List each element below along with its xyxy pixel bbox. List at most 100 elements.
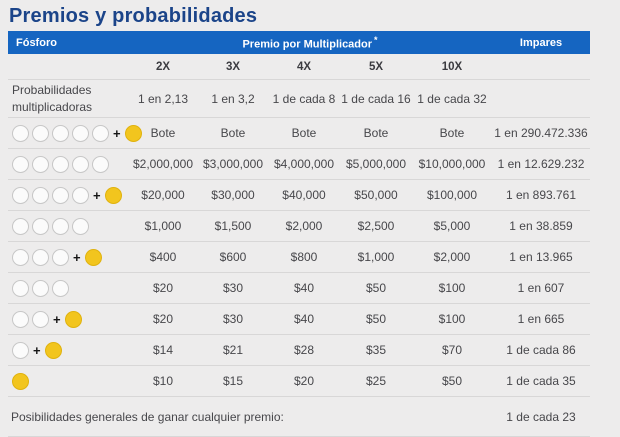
prize-value: $1,000: [144, 219, 182, 233]
prize-value: $40: [293, 312, 315, 326]
white-ball-icon: [52, 124, 69, 142]
prize-value: $100: [438, 281, 466, 295]
match-combination: +: [8, 341, 128, 359]
prize-value: $20: [293, 374, 315, 388]
prize-value: $5,000: [433, 219, 471, 233]
prize-value: $70: [441, 343, 463, 357]
prize-value: Bote: [439, 126, 465, 140]
white-ball-icon: [52, 155, 69, 173]
odds-value: 1 en 290.472.336: [494, 126, 588, 140]
prize-value: $3,000,000: [202, 157, 264, 171]
column-header-premio-label: Premio por Multiplicador: [242, 38, 373, 51]
white-ball-icon: [52, 186, 69, 204]
multiplier-probability-value: 1 de cada 32: [417, 91, 487, 106]
prize-value: $15: [222, 374, 244, 388]
match-combination: [8, 155, 128, 173]
table-row: + $14 $21 $28 $35 $70 1 de cada 86: [8, 334, 590, 365]
odds-value: 1 en 607: [517, 281, 565, 295]
prize-value: $5,000,000: [345, 157, 407, 171]
overall-odds-row: Posibilidades generales de ganar cualqui…: [8, 396, 590, 437]
prize-value: $35: [365, 343, 387, 357]
match-combination: [8, 279, 128, 297]
match-combination: [8, 372, 128, 390]
prize-value: $10,000,000: [418, 157, 486, 171]
white-ball-icon: [72, 155, 89, 173]
overall-odds-value: 1 de cada 23: [506, 409, 576, 424]
plus-icon: +: [53, 311, 61, 327]
yellow-ball-icon: [124, 124, 142, 142]
multiplier-column-label: 3X: [225, 60, 241, 73]
prize-value: Bote: [220, 126, 246, 140]
multiplier-column-label: 5X: [368, 60, 384, 73]
multiplier-header-row: 2X 3X 4X 5X 10X: [8, 54, 590, 79]
yellow-ball-icon: [12, 372, 29, 390]
prize-value: $2,000: [285, 219, 323, 233]
prize-value: $1,500: [214, 219, 252, 233]
multiplier-probability-value: 1 en 2,13: [137, 91, 189, 106]
prize-value: $21: [222, 343, 244, 357]
prize-rows-container: + Bote Bote Bote Bote Bote 1 en 290.472.336 $2,…: [0, 117, 620, 396]
table-row: + $400 $600 $800 $1,000 $2,000 1 en 13.965: [8, 241, 590, 272]
white-ball-icon: [12, 310, 29, 328]
prize-value: $20: [152, 281, 174, 295]
prize-value: $2,000,000: [132, 157, 194, 171]
multiplier-probability-value: 1 de cada 8: [272, 91, 336, 106]
prize-value: $400: [149, 250, 177, 264]
table-row: + Bote Bote Bote Bote Bote 1 en 290.472.336: [8, 117, 590, 148]
white-ball-icon: [52, 248, 69, 266]
white-ball-icon: [32, 124, 49, 142]
plus-icon: +: [33, 342, 41, 358]
odds-value: 1 en 665: [517, 312, 565, 326]
white-ball-icon: [72, 124, 89, 142]
odds-value: 1 en 893.761: [505, 188, 577, 202]
prize-value: $50,000: [354, 188, 398, 202]
multiplier-probabilities-row: Probabilidades multiplicadoras 1 en 2,13 1…: [8, 79, 590, 117]
white-ball-icon: [72, 186, 89, 204]
plus-icon: +: [93, 187, 101, 203]
white-ball-icon: [12, 124, 29, 142]
white-ball-icon: [32, 186, 49, 204]
plus-icon: +: [73, 249, 81, 265]
white-ball-icon: [12, 155, 29, 173]
odds-value: 1 en 12.629.232: [497, 157, 585, 171]
white-ball-icon: [72, 217, 89, 235]
prize-value: $30,000: [211, 188, 255, 202]
table-row: $2,000,000 $3,000,000 $4,000,000 $5,000,000…: [8, 148, 590, 179]
overall-odds-label: Posibilidades generales de ganar cualqui…: [11, 409, 284, 424]
prize-value: Bote: [291, 126, 317, 140]
yellow-ball-icon: [104, 186, 122, 204]
table-row: + $20 $30 $40 $50 $100 1 en 665: [8, 303, 590, 334]
odds-value: 1 de cada 35: [506, 374, 576, 388]
multiplier-column-label: 2X: [155, 60, 171, 73]
table-row: $20 $30 $40 $50 $100 1 en 607: [8, 272, 590, 303]
white-ball-icon: [32, 279, 49, 297]
prize-value: $40: [293, 281, 315, 295]
prize-value: $40,000: [282, 188, 326, 202]
white-ball-icon: [52, 279, 69, 297]
white-ball-icon: [32, 217, 49, 235]
prize-value: $10: [152, 374, 174, 388]
prize-value: $50: [365, 281, 387, 295]
table-row: $10 $15 $20 $25 $50 1 de cada 35: [8, 365, 590, 396]
asterisk-footnote-marker: *: [374, 34, 378, 45]
prize-value: $800: [290, 250, 318, 264]
yellow-ball-icon: [84, 248, 102, 266]
prize-value: $28: [293, 343, 315, 357]
column-header-fosforo: Fósforo: [16, 36, 57, 49]
column-header-premio: Premio por Multiplicador *: [128, 35, 492, 51]
white-ball-icon: [12, 279, 29, 297]
white-ball-icon: [12, 341, 29, 359]
match-combination: +: [8, 248, 128, 266]
prize-value: $30: [222, 312, 244, 326]
table-row: $1,000 $1,500 $2,000 $2,500 $5,000 1 en 38.85…: [8, 210, 590, 241]
white-ball-icon: [32, 155, 49, 173]
prize-value: $25: [365, 374, 387, 388]
prize-value: $20,000: [141, 188, 185, 202]
white-ball-icon: [52, 217, 69, 235]
multiplier-probabilities-label: Probabilidades multiplicadoras: [12, 82, 93, 114]
multiplier-column-label: 4X: [296, 60, 312, 73]
prize-value: $20: [152, 312, 174, 326]
prize-value: $600: [219, 250, 247, 264]
table-header-bar: Fósforo Premio por Multiplicador * Impare…: [8, 31, 590, 54]
